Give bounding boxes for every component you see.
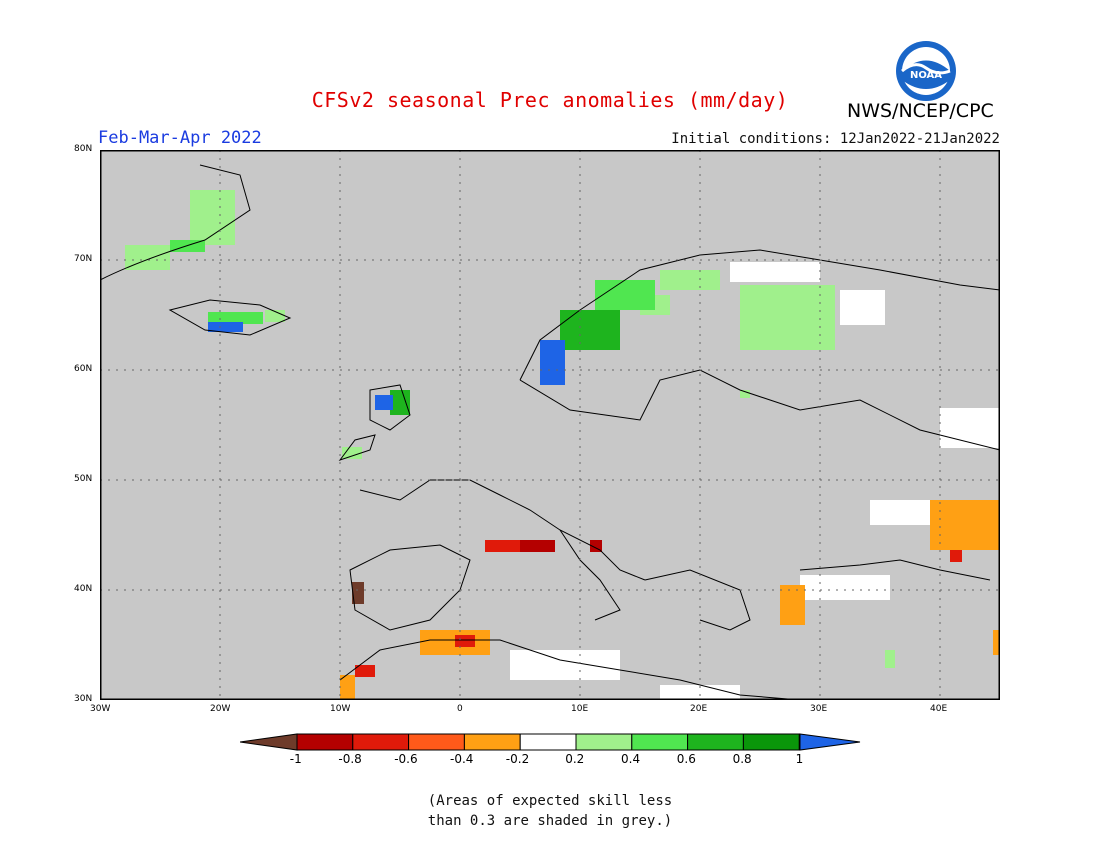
colorbar-label: -0.8 — [338, 752, 362, 766]
colorbar-cell — [463, 733, 521, 751]
colorbar-cell — [296, 733, 354, 751]
near-zero-regions — [510, 262, 1000, 700]
colorbar-label: 0.4 — [621, 752, 641, 766]
map-background — [100, 150, 1000, 700]
initial-conditions-label: Initial conditions: 12Jan2022-21Jan2022 — [671, 131, 1000, 147]
graticule — [100, 150, 1000, 700]
dark-green-regions — [390, 310, 620, 415]
colorbar-cells — [296, 733, 800, 751]
lon-label-10e: 10E — [571, 704, 589, 714]
colorbar-cell — [519, 733, 577, 751]
orange-regions — [340, 500, 1000, 700]
colorbar-cell — [742, 733, 800, 751]
lat-label-70n: 70N — [74, 254, 93, 264]
colorbar-label: 1 — [795, 752, 804, 766]
colorbar-label: -0.2 — [505, 752, 530, 766]
colorbar-label: -0.6 — [394, 752, 418, 766]
colorbar-cell — [575, 733, 633, 751]
lon-label-20w: 20W — [210, 704, 231, 714]
colorbar-label: 0.2 — [565, 752, 585, 766]
agency-label: NWS/NCEP/CPC — [847, 100, 994, 122]
lat-label-50n: 50N — [74, 474, 93, 484]
lon-label-30w: 30W — [90, 704, 111, 714]
lon-label-10w: 10W — [330, 704, 351, 714]
colorbar-arrow-right — [799, 733, 861, 751]
anomaly-map — [100, 150, 1000, 700]
map-frame — [100, 150, 1000, 700]
logo-text: NOAA — [910, 70, 942, 81]
colorbar-cell — [631, 733, 689, 751]
colorbar — [240, 733, 861, 751]
colorbar-label: 0.6 — [676, 752, 696, 766]
colorbar-label: -1 — [289, 752, 302, 766]
lat-label-60n: 60N — [74, 364, 93, 374]
brown-regions — [352, 582, 364, 604]
colorbar-label: 0.8 — [732, 752, 752, 766]
light-green-regions — [125, 190, 895, 668]
skill-note-line1: (Areas of expected skill less — [427, 793, 673, 809]
colorbar-cell — [687, 733, 744, 751]
colorbar-cell — [408, 733, 465, 751]
lon-label-20e: 20E — [690, 704, 708, 714]
lat-label-80n: 80N — [74, 144, 93, 154]
lon-label-40e: 40E — [930, 704, 948, 714]
noaa-logo: NOAA — [895, 40, 957, 102]
colorbar-cell — [352, 733, 410, 751]
chart-title: CFSv2 seasonal Prec anomalies (mm/day) — [311, 88, 789, 112]
skill-note-line2: than 0.3 are shaded in grey.) — [427, 813, 673, 829]
season-label: Feb-Mar-Apr 2022 — [98, 128, 262, 148]
blue-regions — [208, 322, 565, 410]
lat-label-40n: 40N — [74, 584, 93, 594]
lon-label-0: 0 — [457, 704, 463, 714]
lat-label-30n: 30N — [74, 694, 93, 704]
colorbar-label: -0.4 — [450, 752, 474, 766]
lon-label-30e: 30E — [810, 704, 828, 714]
colorbar-arrow-left — [240, 733, 298, 751]
